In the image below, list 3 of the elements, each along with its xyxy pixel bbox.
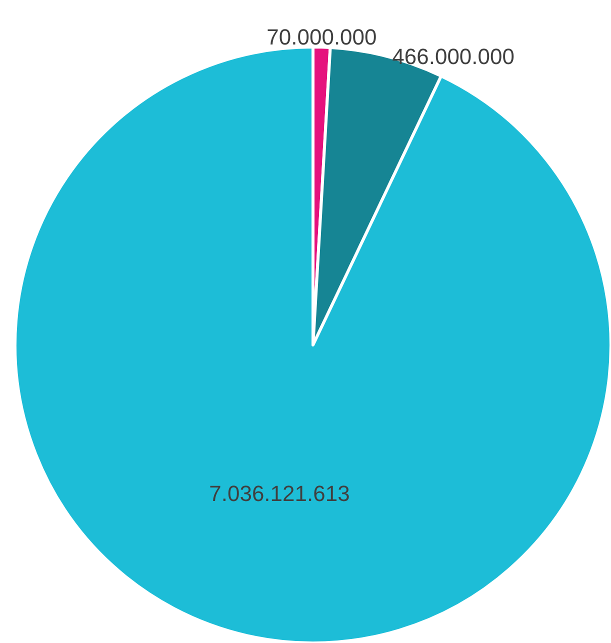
- data-label: 466.000.000: [392, 44, 514, 69]
- data-label: 7.036.121.613: [209, 480, 350, 506]
- data-label: 70.000.000: [266, 24, 377, 50]
